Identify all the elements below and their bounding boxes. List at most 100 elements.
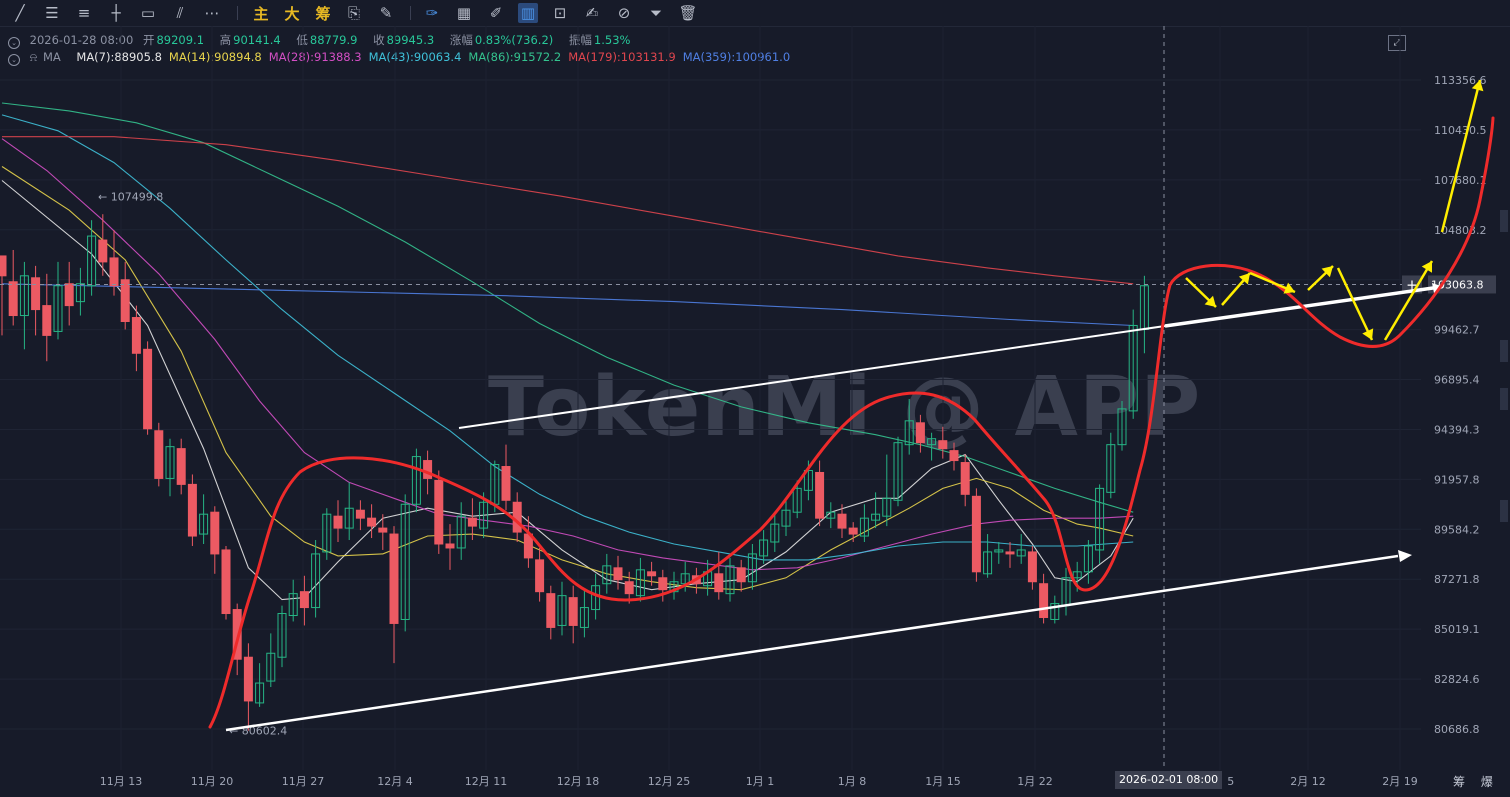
candle-body: [725, 565, 735, 595]
separator: [410, 6, 411, 20]
candle-body: [546, 593, 556, 628]
candle-body: [714, 573, 724, 593]
candle-body: [579, 607, 589, 628]
candle: [826, 502, 836, 529]
edit-icon[interactable]: ⎘: [347, 4, 360, 22]
ma-legend-item[interactable]: MA(86):91572.2: [468, 50, 562, 64]
candle-body: [411, 456, 421, 505]
candle: [893, 436, 903, 507]
ma-legend-item[interactable]: MA(7):88905.8: [76, 50, 162, 64]
side-tab[interactable]: [1500, 340, 1508, 362]
pen-icon[interactable]: ✐: [489, 4, 503, 22]
candle: [1061, 567, 1071, 616]
yellow-arrow: [1383, 260, 1434, 341]
candle: [635, 557, 645, 602]
x-tick-label: 12月 11: [465, 775, 508, 788]
candle-body: [322, 513, 332, 553]
candle: [255, 663, 265, 707]
select-icon[interactable]: ✑: [425, 4, 439, 22]
candle-body: [355, 509, 365, 519]
side-tab[interactable]: [1500, 388, 1508, 410]
trash-icon[interactable]: 🗑: [678, 4, 698, 22]
chip-icon[interactable]: 筹: [1453, 775, 1466, 789]
magnet-icon[interactable]: ⊘: [617, 4, 631, 22]
x-tick-label: 1月 22: [1017, 775, 1053, 788]
trend-line-icon[interactable]: ╱: [15, 4, 25, 22]
ma-line-ma28: [1, 138, 1134, 571]
channel-lower-line: [225, 554, 1399, 732]
candle: [927, 432, 937, 461]
candle: [120, 261, 130, 330]
candle: [31, 265, 41, 336]
yellow-arrow: [1249, 271, 1296, 294]
candle-body: [1083, 545, 1093, 573]
candle-body: [109, 257, 119, 287]
x-tick-label: 11月 13: [100, 775, 143, 788]
ma-line-ma86: [1, 102, 1134, 513]
filter-icon[interactable]: ⏷: [649, 4, 662, 22]
y-tick-label: 94394.3: [1434, 423, 1480, 436]
rectangle-icon[interactable]: ▭: [140, 4, 156, 22]
horizontal-lines-icon[interactable]: ☰: [45, 4, 59, 22]
candle-body: [602, 565, 612, 585]
ma-legend-item[interactable]: MA(359):100961.0: [682, 50, 791, 64]
yellow-arrow-head: [1362, 328, 1374, 340]
y-tick-label: 99462.7: [1434, 324, 1480, 337]
candle: [322, 508, 332, 560]
yellow-arrow-head: [1204, 295, 1216, 307]
candle-body: [53, 285, 63, 332]
note-icon[interactable]: ✍: [585, 4, 599, 22]
candle: [434, 470, 444, 554]
brush-icon[interactable]: ✎: [379, 4, 393, 22]
candle-body: [1128, 324, 1138, 412]
candle: [535, 547, 545, 602]
candle-body: [658, 577, 668, 591]
ma-legend-item[interactable]: MA(28):91388.3: [268, 50, 362, 64]
indicator-tool-2[interactable]: 筹: [315, 4, 331, 23]
crosshair-date-label: 2026-02-01 08:00: [1115, 771, 1223, 789]
yellow-arrow-head: [1283, 282, 1295, 294]
indicator-tool-1[interactable]: 大: [284, 4, 300, 23]
ruler-icon[interactable]: ▦: [456, 4, 472, 22]
side-tab[interactable]: [1500, 500, 1508, 522]
ma-row: ⌄ ⍾ MA MA(7):88905.8 MA(14):90894.8 MA(28)…: [8, 50, 797, 66]
candle-body: [960, 462, 970, 495]
more-dots-icon[interactable]: ⋯: [204, 4, 220, 22]
lock-icon[interactable]: ⊡: [553, 4, 567, 22]
fib-icon[interactable]: ⫽: [176, 4, 184, 22]
candle: [1095, 484, 1105, 564]
fullscreen-icon[interactable]: ⤢: [1388, 35, 1406, 51]
candle-body: [400, 503, 410, 620]
candlestick-chart[interactable]: 113356.6110430.5107680.1104803.2102098.0…: [0, 26, 1510, 797]
low-value: 88779.9: [309, 33, 358, 47]
x-tick-label: 11月 20: [191, 775, 234, 788]
candle: [949, 442, 959, 471]
candle: [266, 633, 276, 688]
ma-legend-item[interactable]: MA(43):90063.4: [368, 50, 462, 64]
candle: [971, 488, 981, 582]
candle: [109, 230, 119, 296]
drawing-toolbar: ╱ ☰ ≡ ┼ ▭ ⫽ ⋯ 主大筹 ⎘ ✎ ✑ ▦ ✐ ▥ ⊡ ✍ ⊘ ⏷ 🗑: [0, 0, 1510, 27]
candle: [568, 585, 578, 644]
alarm-icon[interactable]: ⍾: [29, 50, 38, 64]
side-tab[interactable]: [1500, 210, 1508, 232]
cross-line-icon[interactable]: ┼: [111, 4, 121, 22]
candle-body: [187, 483, 197, 537]
corner-icons: 筹 爆: [1453, 773, 1493, 790]
y-tick-label: 85019.1: [1434, 623, 1480, 636]
collapse-icon[interactable]: ⌄: [8, 37, 20, 49]
indicator-tool-0[interactable]: 主: [253, 4, 269, 23]
ma-legend-item[interactable]: MA(14):90894.8: [168, 50, 262, 64]
ma-legend-item[interactable]: MA(179):103131.9: [568, 50, 676, 64]
candle: [344, 482, 354, 541]
candle-icon[interactable]: ▥: [518, 3, 538, 23]
candle: [904, 398, 914, 455]
yellow-arrow: [1307, 265, 1334, 291]
low-label: 低: [296, 33, 308, 47]
collapse-icon[interactable]: ⌄: [8, 54, 20, 66]
liquidation-icon[interactable]: 爆: [1480, 775, 1493, 789]
candle-body: [445, 543, 455, 549]
candle-body: [927, 438, 937, 446]
y-tick-label: 80686.8: [1434, 723, 1480, 736]
parallel-lines-icon[interactable]: ≡: [77, 4, 91, 22]
